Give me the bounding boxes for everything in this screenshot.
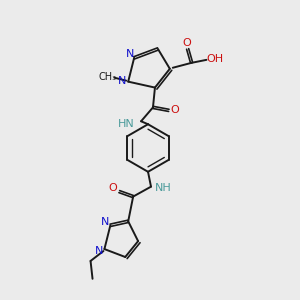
Text: HN: HN — [117, 119, 134, 129]
Text: O: O — [108, 183, 117, 193]
Text: OH: OH — [207, 54, 224, 64]
Text: CH₃: CH₃ — [98, 72, 116, 82]
Text: NH: NH — [154, 183, 171, 193]
Text: N: N — [118, 76, 126, 85]
Text: O: O — [170, 105, 179, 116]
Text: N: N — [101, 217, 110, 227]
Text: N: N — [95, 246, 104, 256]
Text: O: O — [182, 38, 191, 48]
Text: N: N — [126, 49, 134, 59]
